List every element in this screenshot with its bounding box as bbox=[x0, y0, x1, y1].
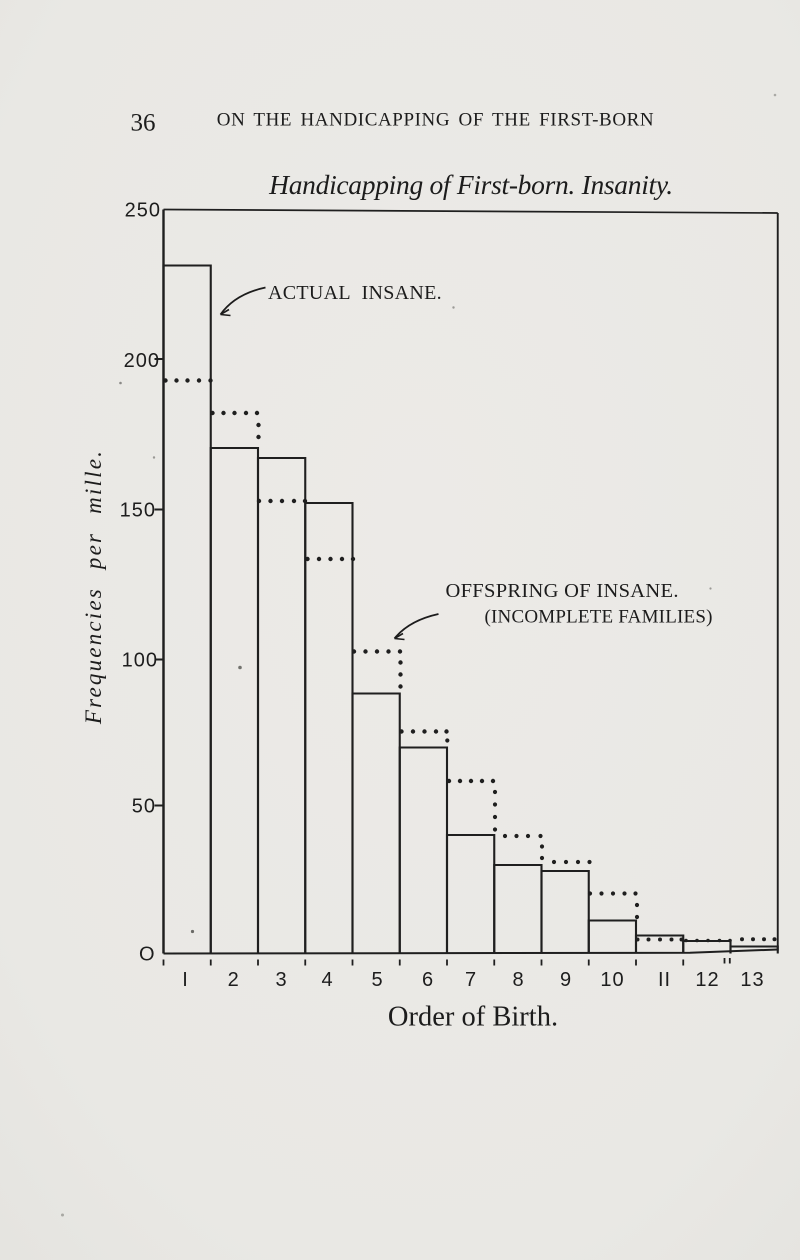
svg-text:4: 4 bbox=[321, 969, 333, 991]
svg-text:2: 2 bbox=[228, 969, 240, 991]
svg-text:II: II bbox=[658, 969, 671, 991]
svg-text:9: 9 bbox=[560, 969, 572, 991]
svg-text:Handicapping of First-born. In: Handicapping of First-born. Insanity. bbox=[268, 169, 673, 200]
svg-text:ON THE HANDICAPPING OF THE FIR: ON THE HANDICAPPING OF THE FIRST-BORN bbox=[217, 110, 654, 131]
svg-text:100: 100 bbox=[122, 650, 158, 672]
svg-text:36: 36 bbox=[131, 110, 156, 137]
svg-text:50: 50 bbox=[132, 796, 156, 818]
svg-text:Frequencies per mille.: Frequencies per mille. bbox=[81, 449, 106, 725]
svg-text:12: 12 bbox=[695, 969, 719, 991]
svg-text:10: 10 bbox=[600, 969, 624, 991]
svg-text:200: 200 bbox=[124, 350, 160, 372]
svg-text:ACTUAL INSANE.: ACTUAL INSANE. bbox=[268, 282, 442, 304]
svg-text:13: 13 bbox=[740, 969, 764, 991]
svg-text:6: 6 bbox=[422, 969, 434, 991]
svg-text:250: 250 bbox=[125, 200, 161, 222]
svg-text:O: O bbox=[139, 944, 156, 966]
svg-text:Order of Birth.: Order of Birth. bbox=[388, 1002, 558, 1033]
svg-text:(INCOMPLETE FAMILIES): (INCOMPLETE FAMILIES) bbox=[485, 607, 713, 628]
svg-text:I: I bbox=[182, 969, 189, 991]
svg-text:8: 8 bbox=[512, 969, 524, 991]
svg-text:150: 150 bbox=[120, 500, 156, 522]
svg-text:7: 7 bbox=[465, 969, 477, 991]
svg-text:5: 5 bbox=[371, 969, 383, 991]
svg-text:3: 3 bbox=[276, 969, 288, 991]
svg-text:OFFSPRING OF INSANE.: OFFSPRING OF INSANE. bbox=[446, 580, 679, 602]
